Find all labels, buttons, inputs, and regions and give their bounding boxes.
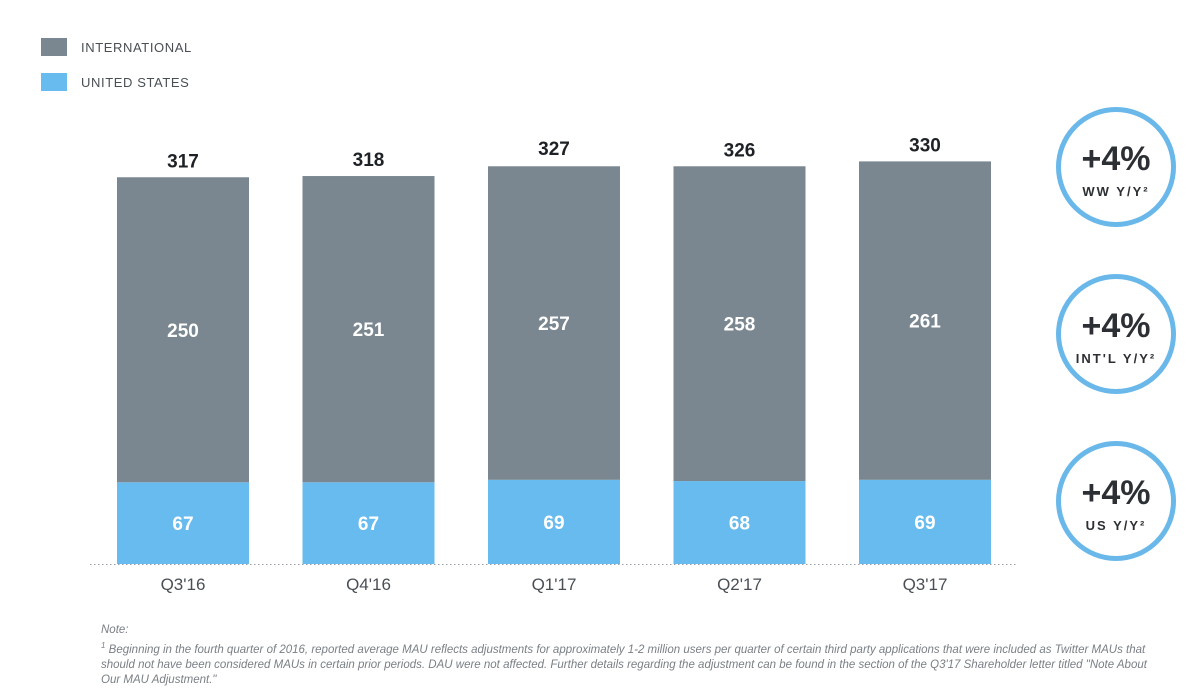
data-label-international-2: 257 [538,314,570,335]
bar-international-0 [117,177,249,483]
x-tick-label-1: Q4'16 [346,575,391,594]
bar-us-3 [673,481,806,564]
bar-us-4 [859,479,991,564]
data-label-international-1: 251 [353,320,385,341]
data-label-us-1: 67 [358,514,379,535]
data-label-international-4: 261 [909,312,941,333]
data-label-international-0: 250 [167,321,199,342]
badge-intl-value: +4% [1081,307,1151,345]
badge-intl-growth: +4% INT'L Y/Y² [1056,274,1176,394]
footnote: Note: 1 Beginning in the fourth quarter … [101,623,1161,688]
data-label-international-3: 258 [724,315,756,336]
footnote-text: 1 Beginning in the fourth quarter of 201… [101,638,1161,688]
badge-ww-label: WW Y/Y² [1082,184,1150,199]
data-label-us-0: 67 [172,514,193,535]
bar-us-1 [302,482,435,564]
data-label-us-2: 69 [543,513,564,534]
legend-label-us: UNITED STATES [81,75,190,90]
stacked-bar-chart: 67 250 317 Q3'16 67 251 318 Q4'16 69 257 327 Q1'17 6… [90,135,1018,594]
badge-ww-growth: +4% WW Y/Y² [1056,107,1176,227]
bar-international-4 [859,161,991,480]
legend-swatch-us [41,73,67,91]
data-label-us-4: 69 [914,513,935,534]
bar-us-2 [488,479,620,564]
badge-us-growth: +4% US Y/Y² [1056,441,1176,561]
footnote-heading: Note: [101,624,129,636]
x-tick-label-3: Q2'17 [717,575,762,594]
total-label-1: 318 [353,150,385,171]
footnote-body: Beginning in the fourth quarter of 2016,… [101,643,1147,686]
data-label-us-3: 68 [729,514,750,535]
bar-us-0 [117,482,249,564]
bar-international-1 [302,176,435,483]
legend-label-international: INTERNATIONAL [81,40,192,55]
total-label-3: 326 [724,140,756,161]
total-label-4: 330 [909,135,941,156]
footnote-mark: 1 [101,641,106,650]
x-tick-label-2: Q1'17 [532,575,577,594]
x-tick-label-0: Q3'16 [161,575,206,594]
x-tick-label-4: Q3'17 [903,575,948,594]
legend-swatch-international [41,38,67,56]
total-label-2: 327 [538,139,570,160]
badge-us-label: US Y/Y² [1085,518,1147,533]
total-label-0: 317 [167,151,199,172]
badge-us-value: +4% [1081,474,1151,512]
badge-intl-label: INT'L Y/Y² [1075,351,1157,366]
bar-international-3 [673,166,806,482]
badge-ww-value: +4% [1081,140,1151,178]
bar-international-2 [488,166,620,480]
